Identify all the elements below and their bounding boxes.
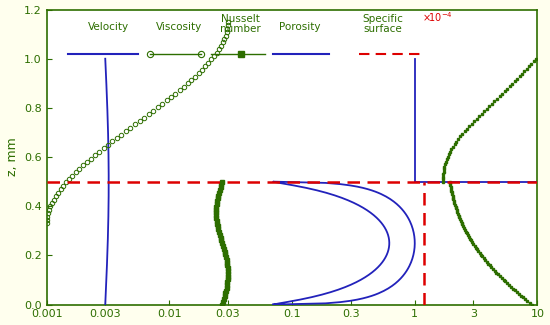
Text: Specific: Specific [362, 14, 403, 24]
Y-axis label: z, mm: z, mm [6, 138, 19, 176]
Text: $\times\!10^{-4}$: $\times\!10^{-4}$ [422, 10, 453, 24]
Text: number: number [220, 24, 261, 34]
Text: surface: surface [364, 24, 402, 34]
Text: Porosity: Porosity [279, 22, 320, 32]
Text: Viscosity: Viscosity [156, 22, 202, 32]
Text: Velocity: Velocity [88, 22, 129, 32]
Text: Nusselt: Nusselt [221, 14, 260, 24]
